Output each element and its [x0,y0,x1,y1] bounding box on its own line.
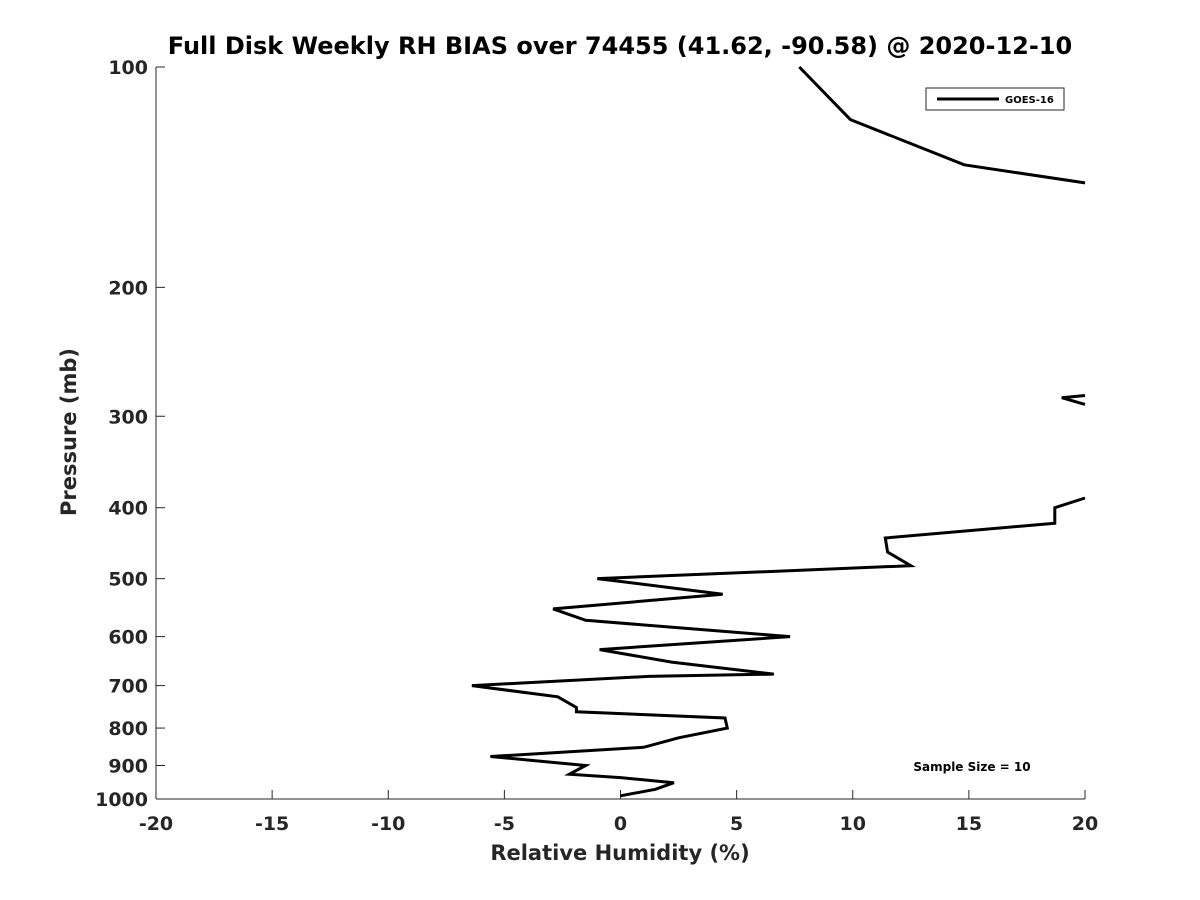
y-tick-label: 500 [108,569,148,591]
x-tick-label: 10 [840,813,866,835]
x-tick-label: -15 [255,813,289,835]
x-tick-label: 5 [730,813,743,835]
x-tick-label: 0 [614,813,627,835]
sample-size-annotation: Sample Size = 10 [913,760,1030,774]
x-tick-label: -20 [139,813,173,835]
x-tick-label: -10 [371,813,405,835]
y-tick-label: 900 [108,756,148,778]
y-tick-label: 200 [108,277,148,299]
series-line-goes-16 [471,496,1086,798]
series-line-goes-16 [1061,394,1086,406]
series-line-goes-16 [798,65,1086,185]
x-tick-label: 15 [956,813,982,835]
axes: -20 -15 -10 -5 0 5 10 15 20 100 200 300 400 500 600 700… [95,57,1098,835]
y-tick-label: 300 [108,406,148,428]
x-tick-label: 20 [1072,813,1098,835]
x-axis-label: Relative Humidity (%) [490,841,749,865]
legend-label-goes-16: GOES-16 [1005,95,1054,106]
legend: GOES-16 [925,87,1065,111]
y-tick-label: 1000 [95,789,148,811]
y-tick-label: 600 [108,627,148,649]
y-tick-label: 800 [108,718,148,740]
chart-title: Full Disk Weekly RH BIAS over 74455 (41.… [168,32,1072,60]
x-tick-label: -5 [494,813,515,835]
series-layer [471,65,1086,798]
y-axis-label: Pressure (mb) [57,348,81,516]
y-tick-label: 700 [108,676,148,698]
y-tick-label: 400 [108,498,148,520]
y-tick-label: 100 [108,57,148,79]
